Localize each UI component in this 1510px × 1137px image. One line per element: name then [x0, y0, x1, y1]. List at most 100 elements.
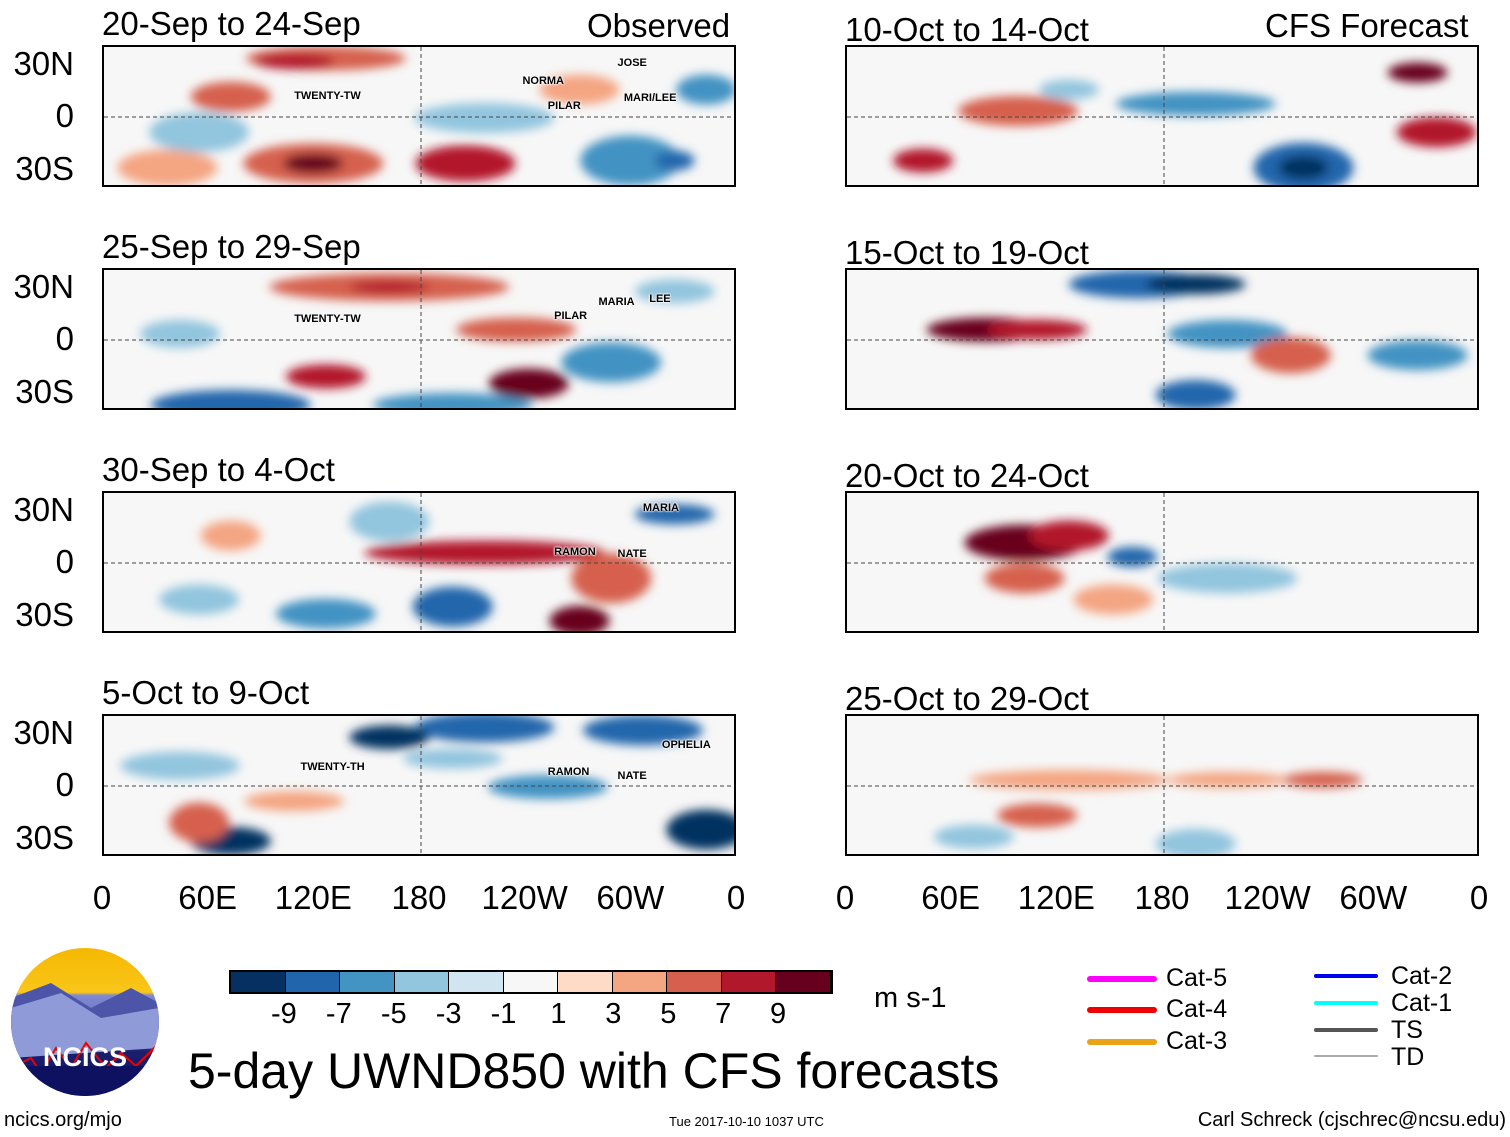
- colorbar-tick: 1: [550, 998, 567, 1030]
- panel-title: 30-Sep to 4-Oct: [102, 451, 335, 488]
- lon-tick-label: 120W: [1224, 879, 1311, 916]
- colorbar-swatch: [394, 972, 450, 992]
- lon-tick-label: 0: [92, 879, 112, 916]
- lon-tick-label: 180: [1134, 879, 1190, 916]
- anomaly-contour: [254, 53, 335, 70]
- anomaly-map: [847, 47, 1477, 185]
- map-panel: [845, 268, 1479, 410]
- colorbar-tick: 3: [605, 998, 622, 1030]
- panel-title: 25-Oct to 29-Oct: [845, 680, 1089, 717]
- colorbar-tick: 7: [715, 998, 732, 1030]
- anomaly-contour: [549, 605, 610, 631]
- map-panel: TWENTY-TW NORMA PILAR JOSE MARI/LEE: [102, 45, 736, 187]
- lat-tick-label: 30N: [13, 714, 74, 751]
- panel-title: 15-Oct to 19-Oct: [845, 234, 1089, 271]
- anomaly-contour: [1145, 274, 1246, 295]
- lat-tick-label: 30S: [15, 373, 74, 410]
- colorbar-tick: -5: [380, 998, 407, 1030]
- anomaly-contour: [402, 748, 503, 769]
- anomaly-contour: [412, 586, 493, 627]
- anomaly-contour: [372, 392, 533, 408]
- legend-line-cat-5: [1087, 976, 1157, 982]
- map-panel: MARIA RAMON NATE: [102, 491, 736, 633]
- anomaly-contour: [487, 775, 608, 799]
- colorbar-tick: -1: [490, 998, 517, 1030]
- footer-author: Carl Schreck (cjschrec@ncsu.edu): [1197, 1109, 1506, 1131]
- anomaly-contour: [1387, 62, 1448, 83]
- lon-tick-label: 120E: [274, 879, 352, 916]
- colorbar-swatch: [231, 972, 286, 992]
- lon-tick-label: 120W: [481, 879, 568, 916]
- colorbar-tick: -3: [435, 998, 462, 1030]
- anomaly-contour: [1155, 379, 1236, 408]
- colorbar-swatch: [721, 972, 777, 992]
- legend-line-cat-4: [1087, 1007, 1157, 1013]
- anomaly-contour: [1028, 520, 1109, 551]
- colorbar-swatch: [667, 972, 722, 992]
- storm-label: LEE: [649, 292, 671, 305]
- logo-text: NCICS: [42, 1042, 127, 1072]
- anomaly-map: [847, 716, 1477, 854]
- anomaly-contour: [190, 81, 271, 112]
- anomaly-contour: [893, 148, 954, 173]
- anomaly-contour: [634, 504, 715, 525]
- anomaly-map: [104, 716, 734, 854]
- storm-label: TWENTY-TH: [300, 761, 365, 774]
- anomaly-contour: [1278, 155, 1329, 180]
- panel-title: 25-Sep to 29-Sep: [102, 228, 361, 265]
- observed-label: Observed: [587, 7, 731, 44]
- legend-label: TS: [1391, 1016, 1423, 1044]
- lon-tick-label: 0: [1469, 879, 1489, 916]
- colorbar-swatch: [340, 972, 395, 992]
- anomaly-map: [104, 270, 734, 408]
- anomaly-contour: [654, 150, 695, 171]
- lon-tick-label: 0: [726, 879, 746, 916]
- colorbar-swatch: [285, 972, 341, 992]
- storm-label: MARIA: [598, 295, 635, 308]
- legend-line-cat-3: [1087, 1039, 1157, 1045]
- storm-label: NORMA: [522, 75, 564, 88]
- storm-label: RAMON: [547, 765, 590, 778]
- colorbar-swatch: [449, 972, 504, 992]
- anomaly-contour: [1250, 337, 1331, 374]
- map-panel: [845, 714, 1479, 856]
- anomaly-contour: [561, 342, 662, 383]
- lon-tick-label: 60W: [596, 879, 665, 916]
- anomaly-contour: [349, 501, 430, 542]
- anomaly-contour: [1107, 546, 1158, 567]
- map-panel: [845, 491, 1479, 633]
- footer-url[interactable]: ncics.org/mjo: [4, 1109, 122, 1131]
- colorbar-swatch: [612, 972, 668, 992]
- anomaly-contour: [414, 716, 555, 743]
- legend-label: Cat-1: [1391, 989, 1453, 1017]
- anomaly-contour: [997, 803, 1078, 828]
- colorbar-tick: -7: [325, 998, 352, 1030]
- anomaly-contour: [283, 153, 344, 174]
- panel-title: 10-Oct to 14-Oct: [845, 11, 1089, 48]
- lon-tick-label: 60E: [921, 879, 981, 916]
- anomaly-contour: [933, 824, 1014, 849]
- anomaly-contour: [984, 563, 1065, 594]
- storm-label: NATE: [617, 769, 647, 782]
- storm-label: PILAR: [554, 309, 588, 322]
- colorbar-swatch: [503, 972, 559, 992]
- anomaly-contour: [1282, 771, 1363, 788]
- colorbar-swatch: [776, 972, 832, 992]
- anomaly-contour: [488, 368, 569, 399]
- colorbar-tick: 9: [770, 998, 787, 1030]
- lon-tick-label: 180: [391, 879, 447, 916]
- storm-label: NATE: [617, 548, 647, 561]
- legend-label: Cat-2: [1391, 962, 1453, 990]
- lat-tick-label: 30S: [15, 819, 74, 856]
- panel-title: 5-Oct to 9-Oct: [102, 674, 310, 711]
- legend-label: TD: [1391, 1043, 1425, 1071]
- panel-title: 20-Sep to 24-Sep: [102, 5, 361, 42]
- legend-label: Cat-4: [1166, 995, 1228, 1023]
- legend-line-cat-2: [1314, 974, 1378, 978]
- anomaly-contour: [364, 540, 605, 565]
- anomaly-contour: [580, 135, 681, 185]
- lat-tick-label: 30N: [13, 491, 74, 528]
- anomaly-contour: [539, 74, 620, 105]
- anomaly-contour: [169, 802, 230, 843]
